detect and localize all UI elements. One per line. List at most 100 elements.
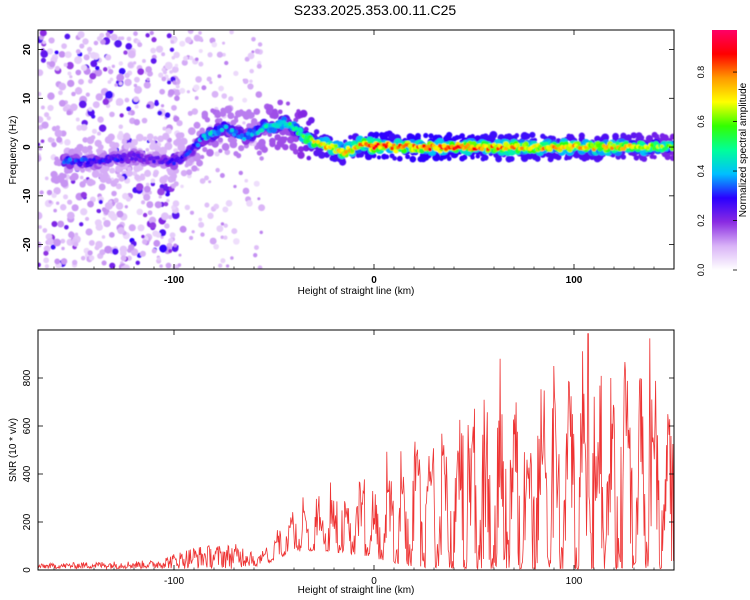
heat-cell bbox=[256, 150, 263, 156]
heat-cell bbox=[191, 230, 195, 234]
heat-cell bbox=[294, 126, 298, 131]
heat-cell bbox=[340, 147, 344, 152]
heat-cell bbox=[409, 155, 417, 163]
heat-cell bbox=[50, 244, 56, 250]
heat-cell bbox=[104, 201, 113, 210]
heat-cell bbox=[318, 151, 326, 159]
heat-cell bbox=[187, 127, 196, 135]
heat-cell bbox=[112, 248, 119, 255]
y-tick-label: 800 bbox=[22, 369, 33, 386]
heat-cell bbox=[150, 178, 156, 184]
heat-cell bbox=[173, 51, 180, 59]
colorbar-tick-label: 0.4 bbox=[696, 165, 706, 178]
heat-cell bbox=[105, 32, 110, 37]
heat-cell bbox=[124, 97, 130, 103]
heat-cell bbox=[286, 136, 295, 144]
heat-cell bbox=[125, 43, 133, 50]
heat-cell bbox=[198, 61, 204, 67]
heat-cell bbox=[172, 161, 176, 166]
heat-cell bbox=[108, 158, 112, 163]
heat-cell bbox=[38, 225, 42, 229]
heat-cell bbox=[63, 62, 68, 67]
heat-cell bbox=[124, 156, 128, 161]
heat-cell bbox=[242, 137, 246, 142]
heat-cell bbox=[53, 187, 61, 195]
heat-cell bbox=[200, 154, 205, 160]
heat-cell bbox=[198, 31, 202, 35]
heat-cell bbox=[66, 160, 70, 165]
heat-cell bbox=[54, 50, 59, 55]
y-tick-label: 0 bbox=[22, 144, 33, 150]
heat-cell bbox=[54, 129, 63, 138]
heat-cell bbox=[51, 220, 58, 228]
heat-cell bbox=[218, 118, 223, 123]
heat-cell bbox=[271, 111, 279, 120]
heat-cell bbox=[63, 194, 69, 200]
heat-cell bbox=[183, 55, 189, 61]
heat-cell bbox=[313, 129, 320, 135]
heat-cell bbox=[133, 31, 138, 36]
heat-cell bbox=[638, 135, 645, 141]
heat-cell bbox=[90, 161, 94, 166]
heat-cell bbox=[38, 69, 44, 77]
heat-cell bbox=[269, 137, 276, 145]
heat-cell bbox=[133, 96, 140, 103]
heat-cell bbox=[74, 87, 83, 95]
heat-cell bbox=[59, 204, 67, 211]
y-tick-label: 200 bbox=[22, 513, 33, 530]
heat-cell bbox=[85, 92, 90, 97]
heat-cell bbox=[71, 91, 76, 97]
heat-cell bbox=[215, 167, 220, 173]
heat-cell bbox=[191, 108, 199, 115]
heat-cell bbox=[148, 216, 157, 224]
heat-cell bbox=[344, 149, 348, 154]
heat-cell bbox=[67, 79, 75, 88]
colorbar-tick-label: 0.8 bbox=[696, 66, 706, 79]
heat-cell bbox=[167, 80, 172, 85]
heat-cell bbox=[170, 40, 175, 44]
heat-cell bbox=[75, 117, 80, 122]
heat-cell bbox=[253, 108, 261, 115]
heat-cell bbox=[107, 210, 116, 219]
heat-cell bbox=[109, 167, 116, 174]
heat-cell bbox=[50, 170, 58, 178]
heat-cell bbox=[113, 142, 120, 149]
heat-cell bbox=[260, 128, 264, 133]
heat-cell bbox=[142, 59, 146, 63]
heat-cell bbox=[111, 64, 116, 68]
heat-cell bbox=[229, 140, 238, 149]
heat-cell bbox=[51, 141, 57, 148]
heat-cell bbox=[482, 154, 489, 161]
heat-cell bbox=[283, 136, 288, 141]
heat-cell bbox=[120, 36, 125, 41]
heat-cell bbox=[297, 151, 305, 159]
heat-cell bbox=[127, 50, 136, 59]
heat-cell bbox=[191, 165, 198, 172]
heat-cell bbox=[292, 148, 299, 155]
colorbar-gradient bbox=[712, 30, 737, 270]
heat-cell bbox=[246, 199, 253, 207]
heat-cell bbox=[108, 200, 113, 204]
heat-cell bbox=[334, 143, 338, 148]
heat-cell bbox=[188, 149, 192, 154]
heat-cell bbox=[38, 211, 43, 220]
heat-cell bbox=[64, 224, 69, 230]
heat-cell bbox=[90, 179, 96, 186]
y-tick-label: 600 bbox=[22, 417, 33, 434]
heat-cell bbox=[115, 183, 122, 190]
heat-cell bbox=[225, 199, 233, 207]
colorbar: 0.0 0.2 0.4 0.6 0.8 Normalized spectral ampl… bbox=[696, 30, 749, 276]
heat-cell bbox=[224, 105, 233, 114]
heat-cell bbox=[484, 144, 488, 149]
heat-cell bbox=[61, 246, 65, 251]
heat-cell bbox=[162, 132, 170, 141]
heat-cell bbox=[131, 138, 138, 146]
heat-cell bbox=[57, 220, 65, 228]
heat-cell bbox=[220, 222, 225, 226]
heat-cell bbox=[120, 255, 127, 262]
heat-cell bbox=[297, 146, 305, 153]
heat-cell bbox=[231, 228, 238, 235]
heat-cell bbox=[116, 132, 125, 141]
heat-cell bbox=[196, 143, 200, 148]
